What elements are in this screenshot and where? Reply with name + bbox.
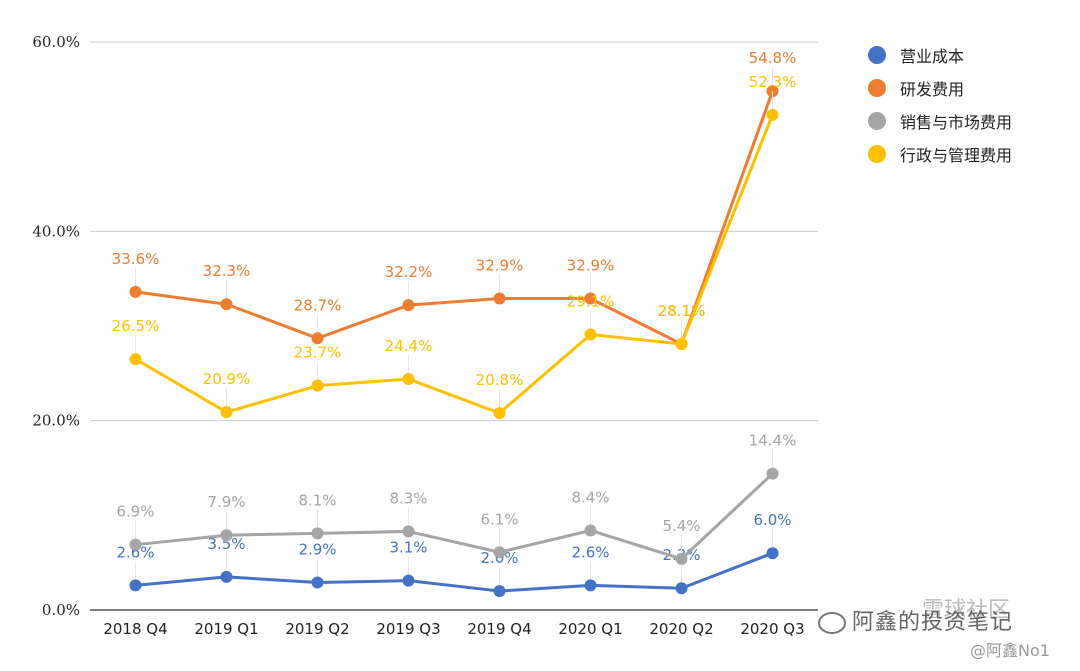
x-tick-label: 2019 Q1 (194, 620, 258, 638)
data-point (129, 353, 142, 366)
data-label: 52.3% (749, 73, 797, 91)
y-tick-label: 40.0% (32, 222, 80, 240)
y-tick-label: 0.0% (42, 601, 80, 619)
data-point (584, 579, 597, 592)
x-tick-label: 2019 Q4 (467, 620, 531, 638)
legend-label: 销售与市场费用 (900, 112, 1013, 132)
data-point (311, 379, 324, 392)
data-point (766, 467, 779, 480)
x-tick-label: 2020 Q1 (558, 620, 622, 638)
data-point (675, 582, 688, 595)
x-tick-label: 2020 Q2 (649, 620, 713, 638)
watermark-community: 雪球社区 (922, 598, 1011, 623)
data-point (766, 108, 779, 121)
data-label: 20.9% (203, 370, 251, 388)
legend-item-sales-marketing-expense[interactable]: 销售与市场费用 (868, 104, 1012, 137)
data-point (766, 547, 779, 560)
data-point (220, 298, 233, 311)
data-point (129, 579, 142, 592)
data-label: 3.5% (207, 535, 245, 553)
data-label: 32.3% (203, 262, 251, 280)
data-point (402, 299, 415, 312)
data-label: 23.7% (294, 344, 342, 362)
data-label: 14.4% (749, 432, 797, 450)
data-point (129, 538, 142, 551)
data-label: 33.6% (112, 250, 160, 268)
legend-marker (868, 45, 886, 64)
series-line (135, 472, 774, 561)
data-point (675, 552, 688, 565)
data-label: 20.8% (476, 371, 524, 389)
data-point (584, 524, 597, 537)
legend-label: 研发费用 (900, 79, 965, 99)
data-point (402, 525, 415, 538)
watermark-brand: 阿鑫的投资笔记 (818, 604, 1013, 636)
legend-marker (868, 144, 886, 163)
watermark-handle: @阿鑫No1 (970, 641, 1050, 660)
data-label: 5.4% (662, 517, 700, 535)
data-label: 28.7% (294, 296, 342, 314)
data-label: 28.1% (658, 302, 706, 320)
data-point (220, 406, 233, 419)
x-tick-label: 2020 Q3 (740, 620, 804, 638)
series-line (135, 551, 774, 593)
data-label: 8.1% (298, 491, 336, 509)
legend-item-rd-expense[interactable]: 研发费用 (868, 71, 1012, 104)
legend: 营业成本 研发费用 销售与市场费用 行政与管理费用 (868, 38, 1012, 170)
legend-marker (868, 78, 886, 97)
data-label: 26.5% (112, 317, 160, 335)
legend-label: 营业成本 (900, 46, 965, 66)
data-label: 29.1% (567, 293, 615, 311)
data-label: 2.6% (571, 543, 609, 561)
legend-item-operating-cost[interactable]: 营业成本 (868, 38, 1012, 71)
legend-item-admin-expense[interactable]: 行政与管理费用 (868, 137, 1012, 170)
data-label: 3.1% (389, 539, 427, 557)
data-point (584, 292, 597, 305)
x-tick-label: 2019 Q3 (376, 620, 440, 638)
data-point (311, 527, 324, 540)
x-tick-label: 2019 Q2 (285, 620, 349, 638)
data-label: 2.6% (116, 543, 154, 561)
data-point (584, 328, 597, 341)
data-point (311, 332, 324, 345)
data-label: 6.0% (753, 511, 791, 529)
y-tick-label: 20.0% (32, 412, 80, 430)
data-label: 7.9% (207, 493, 245, 511)
data-point (493, 292, 506, 305)
watermark-brand-text: 阿鑫的投资笔记 (852, 610, 1014, 635)
data-label: 2.9% (298, 541, 336, 559)
data-point (675, 337, 688, 350)
legend-label: 行政与管理费用 (900, 145, 1013, 165)
series-line (134, 114, 774, 415)
wechat-icon (818, 612, 846, 634)
series-line (135, 90, 774, 346)
x-tick-label: 2018 Q4 (103, 620, 167, 638)
data-label: 6.1% (480, 510, 518, 528)
data-point (402, 574, 415, 587)
data-point (493, 546, 506, 559)
data-label: 6.9% (116, 503, 154, 521)
data-point (402, 373, 415, 386)
data-point (129, 285, 142, 298)
y-tick-label: 60.0% (32, 33, 80, 51)
data-point (493, 407, 506, 420)
data-label: 54.8% (749, 49, 797, 67)
data-label: 24.4% (385, 337, 433, 355)
data-label: 8.4% (571, 488, 609, 506)
data-point (220, 529, 233, 542)
data-point (311, 576, 324, 589)
legend-marker (868, 111, 886, 130)
data-point (493, 585, 506, 598)
data-label: 8.3% (389, 489, 427, 507)
data-label: 32.9% (476, 257, 524, 275)
data-point (220, 570, 233, 583)
data-label: 32.9% (567, 257, 615, 275)
data-label: 32.2% (385, 263, 433, 281)
